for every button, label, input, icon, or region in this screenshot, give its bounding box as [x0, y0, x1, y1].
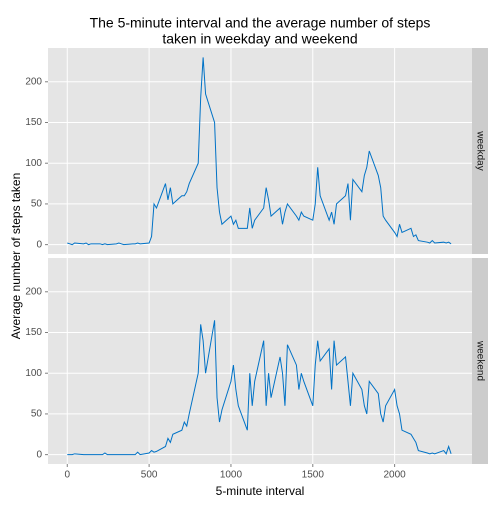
y-tick-label: 50: [31, 199, 43, 210]
chart-title: The 5-minute interval and the average nu…: [90, 15, 431, 31]
y-tick-label: 0: [36, 449, 42, 460]
y-tick-label: 100: [25, 368, 42, 379]
panel-background: [48, 48, 472, 254]
panel-background: [48, 258, 472, 464]
y-tick-label: 0: [36, 239, 42, 250]
data-line: [67, 57, 452, 246]
data-line: [67, 320, 452, 456]
facet-strip: [472, 48, 488, 254]
x-tick-label: 1500: [302, 470, 325, 481]
facet-label: weekend: [474, 340, 485, 381]
facet-label: weekday: [474, 130, 485, 170]
x-tick-label: 2000: [383, 470, 406, 481]
facet-strip: [472, 258, 488, 464]
y-tick-label: 200: [25, 286, 42, 297]
y-tick-label: 150: [25, 117, 42, 128]
y-axis-label: Average number of steps taken: [9, 173, 23, 340]
y-tick-label: 100: [25, 158, 42, 169]
x-tick-label: 1000: [220, 470, 243, 481]
chart-title: taken in weekday and weekend: [162, 31, 357, 47]
x-axis-label: 5-minute interval: [216, 484, 305, 498]
y-tick-label: 50: [31, 409, 43, 420]
y-tick-label: 200: [25, 76, 42, 87]
y-tick-label: 150: [25, 327, 42, 338]
x-tick-label: 500: [141, 470, 158, 481]
x-tick-label: 0: [64, 470, 70, 481]
